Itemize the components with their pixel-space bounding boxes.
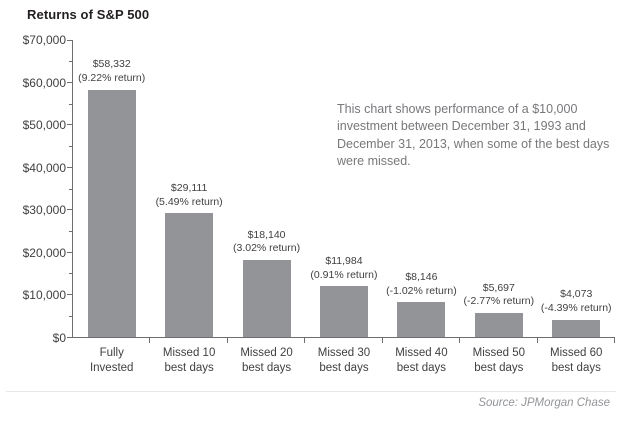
bar-label: $8,146 (-1.02% return)	[373, 271, 469, 298]
bar-column: $5,697 (-2.77% return)	[460, 40, 537, 337]
bar-label: $29,111 (5.49% return)	[141, 182, 237, 209]
x-axis-label-line: best days	[319, 361, 369, 374]
y-axis-minor-tick	[69, 188, 72, 190]
x-axis-label-line: best days	[396, 361, 447, 374]
x-axis: Fully Invested Missed 10 best days Missed 20…	[73, 346, 615, 376]
x-axis-label-line: best days	[241, 361, 292, 374]
bar	[552, 319, 601, 337]
source-note: Source: JPMorgan Chase	[478, 397, 610, 409]
bar	[87, 89, 136, 337]
x-axis-label-line: best days	[164, 361, 214, 374]
y-axis-minor-tick	[69, 61, 72, 63]
bar-label: $58,332 (9.22% return)	[64, 58, 160, 85]
x-axis-label-line: best days	[474, 361, 524, 374]
x-axis-label-line: Missed 40	[395, 347, 448, 359]
bar-return-label: (-1.02% return)	[386, 284, 457, 297]
y-axis-major-tick	[67, 294, 72, 296]
x-axis-label-line: Missed 50	[472, 347, 526, 359]
y-axis-major-tick	[67, 336, 72, 338]
bar-column: $8,146 (-1.02% return)	[383, 40, 460, 337]
y-axis-tick-label: $70,000	[22, 33, 66, 47]
bar-return-label: (0.91% return)	[310, 268, 378, 281]
annotation: This chart shows performance of a $10,00…	[337, 102, 610, 168]
y-axis-tick-label: $40,000	[22, 160, 66, 175]
x-axis-tick	[304, 338, 306, 343]
x-axis-label-line: best days	[551, 361, 601, 374]
bar-column: $18,140 (3.02% return)	[228, 40, 305, 337]
y-axis-major-tick	[67, 124, 72, 126]
bar	[165, 213, 214, 337]
bar-column: $4,073 (-4.39% return)	[538, 40, 615, 337]
bar-return-label: (9.22% return)	[78, 71, 146, 84]
x-axis-label: Fully Invested	[73, 346, 150, 376]
bar-return-label: (3.02% return)	[232, 242, 301, 255]
x-axis-label: Missed 60 best days	[538, 346, 615, 376]
y-axis-major-tick	[67, 81, 72, 83]
bar-column: $29,111 (5.49% return)	[150, 40, 227, 337]
bar-return-label: (5.49% return)	[155, 195, 223, 208]
bar-value-label: $4,073	[560, 288, 593, 301]
y-axis-major-tick	[67, 39, 72, 41]
separator-line	[6, 391, 616, 392]
x-axis-label-line: Missed 60	[550, 347, 603, 359]
y-axis-tick-label: $60,000	[22, 75, 66, 90]
y-axis-major-tick	[67, 251, 72, 253]
bar-column: $58,332 (9.22% return)	[73, 40, 150, 337]
y-axis-tick-label: $30,000	[22, 203, 66, 218]
y-axis-minor-tick	[69, 315, 72, 317]
y-axis-tick-label: $10,000	[22, 288, 66, 303]
bar-value-label: $8,146	[405, 271, 438, 284]
y-axis-major-tick	[67, 166, 72, 168]
y-axis-minor-tick	[69, 230, 72, 232]
y-axis-tick-label: $0	[52, 331, 66, 345]
x-axis-tick	[614, 338, 615, 343]
bar-value-label: $29,111	[170, 182, 208, 195]
bar-value-label: $58,332	[92, 58, 131, 71]
y-axis-tick-label: $50,000	[22, 118, 66, 133]
x-axis-tick	[459, 338, 461, 343]
bar	[397, 302, 446, 337]
bar-return-label: (-2.77% return)	[463, 295, 535, 308]
bar	[242, 260, 291, 337]
bar-return-label: (-4.39% return)	[540, 302, 612, 315]
bar-label: $4,073 (-4.39% return)	[528, 288, 622, 315]
x-axis-tick	[226, 338, 228, 343]
y-axis: $70,000 $60,000 $50,000 $40,000 $30,000 $20,0…	[20, 33, 72, 345]
chart-title: Returns of S&P 500	[27, 7, 150, 22]
bar-value-label: $18,140	[247, 228, 286, 241]
y-axis-minor-tick	[69, 273, 72, 275]
plot-area: $58,332 (9.22% return) $29,111 (5.49% retur…	[67, 39, 615, 343]
bar-column: $11,984 (0.91% return)	[305, 40, 382, 337]
bar-value-label: $5,697	[482, 281, 515, 294]
x-axis-tick	[381, 338, 383, 343]
bar-label: $18,140 (3.02% return)	[219, 229, 315, 256]
x-axis-tick	[149, 338, 151, 343]
x-axis-label: Missed 40 best days	[383, 346, 460, 376]
x-axis-label-line: Missed 20	[240, 347, 293, 359]
bar-value-label: $11,984	[325, 254, 363, 267]
y-axis-minor-tick	[69, 103, 72, 105]
x-axis-label: Missed 10 best days	[150, 346, 227, 376]
x-axis-label-line: Fully	[99, 347, 124, 359]
x-axis-label-line: Missed 30	[317, 347, 371, 359]
x-axis-label-line: Invested	[89, 361, 134, 374]
x-axis-label: Missed 20 best days	[228, 346, 305, 376]
bar-label: $11,984 (0.91% return)	[296, 255, 392, 282]
y-axis-minor-tick	[69, 146, 72, 148]
chart: $70,000 $60,000 $50,000 $40,000 $30,000 $20,0…	[20, 33, 615, 376]
y-axis-major-tick	[67, 209, 72, 211]
bar	[474, 312, 523, 337]
y-axis-tick-label: $20,000	[22, 245, 66, 260]
bar-label: $5,697 (-2.77% return)	[451, 282, 547, 309]
x-axis-label: Missed 50 best days	[460, 346, 537, 376]
x-axis-label-line: Missed 10	[162, 347, 216, 359]
x-axis-label: Missed 30 best days	[305, 346, 382, 376]
x-axis-tick	[536, 338, 538, 343]
bar	[319, 286, 368, 337]
